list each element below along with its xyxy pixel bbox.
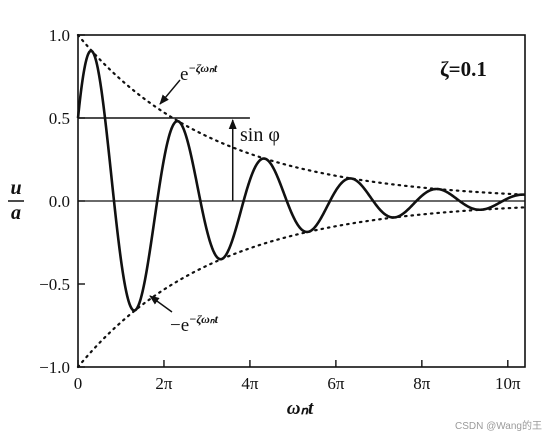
- watermark: CSDN @Wang的王: [454, 421, 542, 432]
- y-tick-label: 0.5: [49, 109, 70, 128]
- lower-envelope-arrow: [149, 295, 173, 313]
- ticks-layer: 0 2π 4π 6π 8π 10π 1.0 0.5 0.0 −0.5 −1.0: [39, 26, 521, 393]
- y-label-numerator: u: [10, 177, 21, 199]
- upper-envelope-label: e−ζωₙt: [180, 61, 218, 85]
- y-axis-label: u a: [8, 177, 24, 224]
- y-tick-label: 0.0: [49, 192, 70, 211]
- y-tick-label: 1.0: [49, 26, 70, 45]
- annotations-layer: [78, 79, 250, 313]
- sinphi-label: sin φ: [240, 124, 280, 146]
- x-tick-label: 0: [74, 374, 83, 393]
- x-axis-label: ωₙt: [287, 398, 314, 419]
- x-tick-label: 8π: [413, 374, 431, 393]
- upper-envelope-exponent: −ζωₙt: [188, 61, 217, 75]
- y-tick-label: −1.0: [39, 358, 70, 377]
- x-tick-label: 4π: [241, 374, 259, 393]
- lower-envelope-line: [76, 206, 527, 369]
- lower-envelope-base: −e: [170, 315, 189, 336]
- y-tick-label: −0.5: [39, 275, 70, 294]
- upper-envelope-base: e: [180, 64, 188, 85]
- x-tick-label: 2π: [155, 374, 173, 393]
- x-tick-label: 10π: [495, 374, 521, 393]
- x-tick-label: 6π: [327, 374, 345, 393]
- y-label-denominator: a: [11, 202, 21, 224]
- zeta-label: ζ=0.1: [440, 57, 487, 81]
- upper-envelope-line: [76, 33, 527, 196]
- lower-envelope-exponent: −ζωₙt: [189, 312, 218, 326]
- lower-envelope-label: −e−ζωₙt: [170, 312, 219, 336]
- upper-envelope-arrow: [159, 79, 181, 105]
- response-line: [76, 49, 526, 312]
- curves-layer: [76, 33, 527, 369]
